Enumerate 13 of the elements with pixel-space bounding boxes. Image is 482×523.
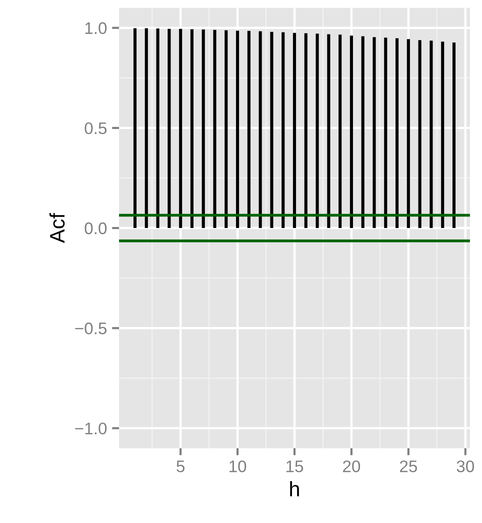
y-tick-label: −0.5 (75, 322, 107, 334)
y-axis-title: Acf (49, 212, 65, 244)
x-tick-label: 25 (400, 460, 417, 472)
x-tick-label: 5 (176, 460, 185, 472)
x-tick-label: 15 (286, 460, 304, 472)
y-tick-label: −1.0 (75, 422, 107, 434)
y-tick-label: 0.5 (84, 122, 107, 134)
y-tick-label: 1.0 (85, 22, 107, 34)
x-tick-label: 30 (456, 460, 474, 472)
x-axis-title: h (290, 481, 299, 496)
y-tick-label: 0.0 (84, 222, 107, 234)
x-tick-label: 20 (343, 460, 360, 472)
x-tick-label: 10 (230, 460, 246, 472)
